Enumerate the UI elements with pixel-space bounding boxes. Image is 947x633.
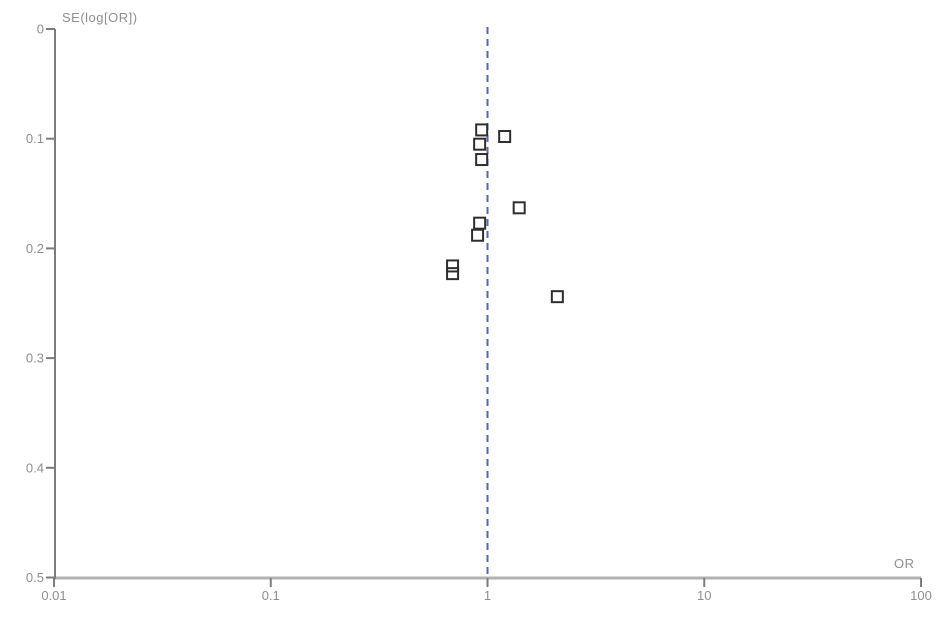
data-point-marker xyxy=(471,228,485,242)
data-point-marker xyxy=(512,201,526,215)
y-axis-tick-label: 0.2 xyxy=(26,241,44,256)
data-point-marker xyxy=(498,130,512,144)
data-point-marker xyxy=(446,259,460,273)
data-point-marker xyxy=(473,137,487,151)
x-axis-tick-label: 0.1 xyxy=(262,588,280,603)
y-axis-title: SE(log[OR]) xyxy=(62,10,138,25)
x-axis-tick-label: 100 xyxy=(910,588,932,603)
y-axis-tick-label: 0.1 xyxy=(26,131,44,146)
y-axis-tick-label: 0 xyxy=(37,22,44,37)
x-axis-title: OR xyxy=(894,556,915,571)
data-point-marker xyxy=(475,123,489,137)
y-axis-tick-label: 0.5 xyxy=(26,570,44,585)
y-axis-tick-label: 0.4 xyxy=(26,460,44,475)
data-point-marker xyxy=(550,290,564,304)
x-axis-tick-label: 1 xyxy=(484,588,491,603)
data-point-marker xyxy=(473,216,487,230)
data-point-marker xyxy=(475,153,489,167)
y-axis-tick-label: 0.3 xyxy=(26,351,44,366)
data-point-marker xyxy=(446,267,460,281)
x-axis-tick-label: 0.01 xyxy=(41,588,66,603)
x-axis-tick-label: 10 xyxy=(697,588,711,603)
